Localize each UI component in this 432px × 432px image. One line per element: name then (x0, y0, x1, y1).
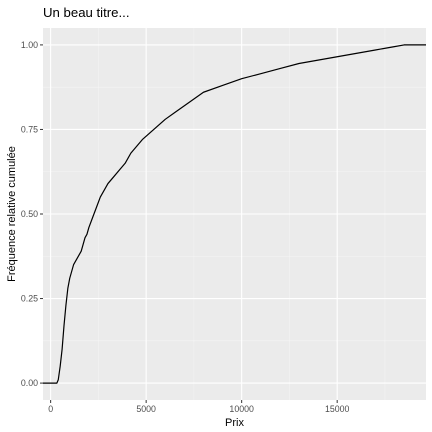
y-tick-label: 0.00 (21, 378, 38, 388)
y-axis-ticks: 0.00 0.25 0.50 0.75 1.00 (21, 40, 43, 388)
x-tick-label: 10000 (229, 404, 254, 414)
x-axis-title: Prix (225, 417, 244, 429)
x-axis-ticks: 0 5000 10000 15000 (48, 400, 350, 414)
y-tick-label: 0.50 (21, 209, 38, 219)
x-tick-label: 15000 (325, 404, 350, 414)
series-layer (43, 44, 426, 384)
y-axis-title: Fréquence relative cumulée (6, 146, 18, 282)
x-tick-label: 5000 (136, 404, 156, 414)
x-tick-label: 0 (48, 404, 53, 414)
grid-major (43, 28, 426, 400)
y-tick-label: 0.75 (21, 124, 38, 134)
y-tick-label: 1.00 (21, 40, 38, 50)
ecdf-line (43, 44, 426, 384)
y-tick-label: 0.25 (21, 294, 38, 304)
chart-title: Un beau titre... (43, 5, 130, 20)
